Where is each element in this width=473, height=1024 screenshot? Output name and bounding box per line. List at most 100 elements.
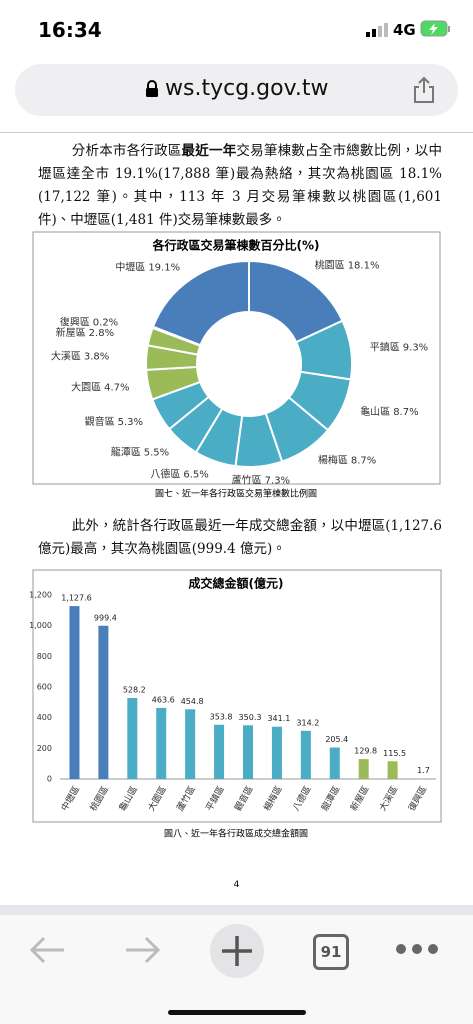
bar: [271, 726, 282, 779]
value-label: 5.5%: [144, 447, 169, 458]
caption: 圖八、近一年各行政區成交總金額圖: [164, 828, 308, 840]
slice-label: 平鎮區 9.3%: [370, 341, 428, 354]
forward-button[interactable]: [122, 935, 162, 965]
pie-chart: 各行政區交易筆棟數百分比(%)桃園區 18.1%平鎮區 9.3%龜山區 8.7%楊梅區…: [32, 231, 441, 500]
bar: [185, 709, 196, 779]
category-label: 觀音區: [85, 415, 115, 428]
value-label: 2.8%: [89, 328, 114, 339]
text: 交易筆棟數占全市總數比例，以中壢區達全市 19.1%(17,888 筆)最為熱絡…: [38, 143, 443, 228]
value-label: 314.2: [296, 718, 319, 727]
bar: [127, 698, 138, 779]
bar: [300, 730, 311, 779]
y-tick-label: 1,000: [29, 621, 52, 630]
category-label: 龍潭區: [111, 445, 141, 458]
slice-label: 中壢區 19.1%: [115, 260, 180, 273]
chart-frame: [32, 569, 442, 823]
value-label: 9.3%: [403, 343, 428, 354]
back-button[interactable]: [28, 935, 68, 965]
value-label: 463.6: [152, 695, 175, 704]
value-label: 115.5: [383, 749, 406, 758]
slice-label: 大園區 4.7%: [71, 381, 129, 394]
category-label: 八德區: [150, 467, 180, 480]
y-tick-label: 400: [37, 713, 52, 722]
y-tick-label: 600: [37, 683, 52, 692]
value-label: 350.3: [239, 713, 262, 722]
bar: [329, 747, 340, 779]
text: 此外，統計各行政區最近一年成交總金額，以中壢區(1,127.6 億元)最高，其次…: [38, 518, 442, 557]
y-tick-label: 800: [37, 652, 52, 661]
category-label: 新屋區: [56, 326, 86, 339]
bar: [69, 606, 80, 779]
network-label: 4G: [393, 21, 416, 39]
slice-label: 復興區 0.2%: [60, 315, 118, 328]
bar: [387, 761, 398, 779]
value-label: 8.7%: [393, 407, 418, 418]
menu-button[interactable]: [395, 943, 439, 955]
slice-label: 楊梅區 8.7%: [318, 454, 376, 467]
text: 分析本市各行政區: [71, 143, 182, 159]
caption: 圖七、近一年各行政區交易筆棟數比例圖: [155, 488, 317, 500]
value-label: 4.7%: [104, 383, 129, 394]
share-button[interactable]: [412, 76, 436, 104]
value-label: 3.8%: [84, 352, 109, 363]
clock: 16:34: [38, 18, 102, 42]
url-text: ws.tycg.gov.tw: [165, 76, 329, 101]
bar: [98, 625, 109, 779]
category-label: 蘆竹區: [232, 473, 262, 486]
slice-label: 蘆竹區 7.3%: [232, 473, 290, 486]
category-label: 大園區: [71, 381, 101, 394]
category-label: 龜山區: [360, 405, 390, 418]
value-label: 19.1%: [148, 262, 180, 273]
paragraph: 此外，統計各行政區最近一年成交總金額，以中壢區(1,127.6 億元)最高，其次…: [38, 515, 442, 561]
chart-title: 成交總金額(億元): [189, 576, 284, 591]
value-label: 1.7: [417, 766, 430, 775]
category-label: 桃園區: [315, 258, 345, 271]
divider: [0, 132, 473, 133]
value-label: 18.1%: [348, 260, 380, 271]
value-label: 454.8: [181, 697, 204, 706]
page-number: 4: [233, 880, 240, 890]
slice-label: 桃園區 18.1%: [315, 258, 380, 271]
value-label: 341.1: [267, 714, 290, 723]
value-label: 999.4: [94, 613, 117, 622]
chart-title: 各行政區交易筆棟數百分比(%): [152, 238, 320, 253]
value-label: 8.7%: [351, 456, 376, 467]
value-label: 0.2%: [93, 317, 118, 328]
new-tab-button[interactable]: [209, 923, 265, 979]
battery-icon: [420, 20, 450, 37]
bar: [156, 707, 167, 779]
category-label: 復興區: [60, 315, 90, 328]
y-tick-label: 1,200: [29, 591, 52, 600]
value-label: 129.8: [354, 747, 377, 756]
value-label: 5.3%: [118, 417, 143, 428]
home-indicator: [168, 1010, 306, 1015]
y-tick-label: 0: [47, 775, 52, 784]
lock-icon: [146, 80, 158, 97]
paragraph: 分析本市各行政區最近一年交易筆棟數占全市總數比例，以中壢區達全市 19.1%(1…: [38, 140, 442, 232]
category-label: 平鎮區: [370, 341, 400, 354]
url-bar[interactable]: ws.tycg.gov.tw: [15, 64, 458, 116]
tab-count[interactable]: 91: [313, 934, 349, 970]
page-gap: [0, 905, 473, 915]
value-label: 528.2: [123, 686, 146, 695]
y-tick-label: 200: [37, 744, 52, 753]
slice-label: 八德區 6.5%: [150, 467, 208, 480]
bar: [243, 725, 253, 779]
category-label: 中壢區: [115, 260, 145, 273]
slice-label: 龍潭區 5.5%: [111, 445, 169, 458]
value-label: 353.8: [210, 712, 233, 721]
value-label: 7.3%: [265, 475, 290, 486]
category-label: 大溪區: [51, 350, 81, 363]
value-label: 1,127.6: [61, 594, 92, 603]
bar: [214, 724, 225, 779]
slice-label: 龜山區 8.7%: [360, 405, 418, 418]
value-label: 205.4: [325, 735, 348, 744]
slice-label: 觀音區 5.3%: [85, 415, 143, 428]
browser-chrome: 16:34 4G ws.tycg.gov.tw: [0, 0, 473, 130]
signal-icon: [366, 23, 388, 37]
bar: [358, 759, 369, 779]
slice-label: 新屋區 2.8%: [56, 326, 114, 339]
text-bold: 最近一年: [181, 143, 237, 159]
